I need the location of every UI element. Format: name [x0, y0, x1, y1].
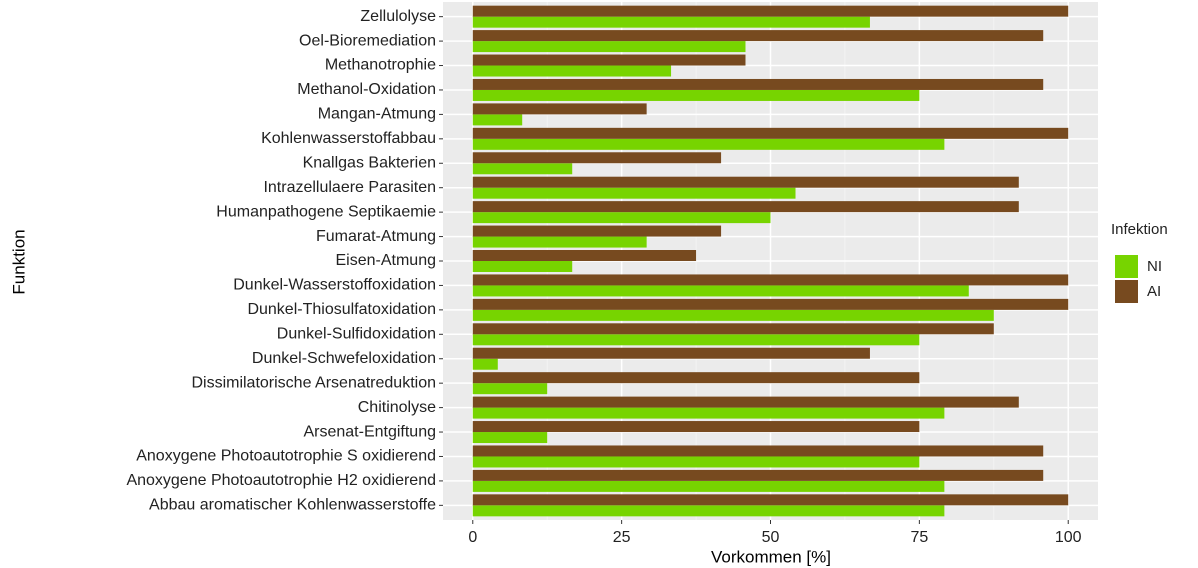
bar: [472, 187, 796, 199]
bar: [472, 103, 647, 115]
bar: [472, 114, 523, 126]
x-tick-label: 25: [613, 529, 631, 546]
y-tick-label: Intrazellulaere Parasiten: [263, 179, 436, 196]
legend-key: [1115, 280, 1138, 303]
bar: [472, 274, 1069, 286]
bar: [472, 138, 945, 150]
y-tick-label: Oel-Bioremediation: [299, 32, 436, 49]
bar: [472, 358, 498, 370]
y-tick-label: Eisen-Atmung: [336, 252, 437, 269]
bar: [472, 480, 945, 492]
bar: [472, 323, 994, 335]
bar: [472, 152, 722, 164]
bar: [472, 494, 1069, 506]
bar: [472, 54, 746, 66]
y-tick-label: Zellulolyse: [360, 8, 436, 25]
bar: [472, 163, 573, 175]
bar: [472, 236, 647, 248]
bar: [472, 347, 870, 359]
bar: [472, 201, 1019, 213]
bar: [472, 505, 945, 517]
bar: [472, 309, 994, 321]
y-tick-label: Kohlenwasserstoffabbau: [261, 130, 436, 147]
bar: [472, 78, 1044, 90]
bar: [472, 372, 920, 384]
y-tick-label: Knallgas Bakterien: [303, 154, 436, 171]
legend-label: NI: [1147, 258, 1162, 275]
x-tick-label: 0: [468, 529, 477, 546]
bar: [472, 89, 920, 101]
y-tick-label: Anoxygene Photoautotrophie H2 oxidierend: [126, 472, 436, 489]
bar: [472, 30, 1044, 42]
bar: [472, 298, 1069, 310]
bar: [472, 285, 969, 297]
bar: [472, 176, 1019, 188]
bar: [472, 127, 1069, 139]
bar: [472, 396, 1019, 408]
bar: [472, 334, 920, 346]
y-axis-title: Funktion: [9, 229, 28, 294]
bar: [472, 225, 722, 237]
bar: [472, 65, 672, 77]
bar: [472, 261, 573, 272]
bar: [472, 250, 697, 261]
bar: [472, 5, 1069, 17]
y-tick-label: Anoxygene Photoautotrophie S oxidierend: [136, 448, 436, 465]
bar: [472, 456, 920, 468]
y-tick-label: Mangan-Atmung: [318, 106, 436, 123]
bar: [472, 469, 1044, 481]
legend-label: AI: [1147, 283, 1161, 300]
bar: [472, 41, 746, 53]
x-axis-title: Vorkommen [%]: [711, 547, 831, 566]
y-tick-label: Fumarat-Atmung: [316, 228, 436, 245]
y-tick-label: Methanotrophie: [325, 57, 436, 74]
x-tick-label: 50: [762, 529, 780, 546]
bar: [472, 407, 945, 419]
y-tick-label: Methanol-Oxidation: [297, 81, 436, 98]
bar: [472, 421, 920, 433]
y-tick-label: Dunkel-Schwefeloxidation: [252, 350, 436, 367]
bar: [472, 212, 771, 224]
y-tick-label: Dunkel-Wasserstoffoxidation: [233, 277, 436, 294]
bar: [472, 432, 548, 444]
y-tick-label: Abbau aromatischer Kohlenwasserstoffe: [149, 497, 436, 514]
x-tick-label: 75: [910, 529, 928, 546]
legend-title: Infektion: [1111, 221, 1168, 238]
bar: [472, 16, 870, 28]
bar: [472, 383, 548, 395]
legend-key: [1115, 255, 1138, 278]
y-tick-label: Chitinolyse: [358, 399, 436, 416]
y-tick-label: Dunkel-Sulfidoxidation: [277, 326, 436, 343]
x-tick-label: 100: [1055, 529, 1082, 546]
y-tick-label: Arsenat-Entgiftung: [303, 423, 436, 440]
y-tick-label: Dissimilatorische Arsenatreduktion: [191, 374, 436, 391]
y-tick-label: Dunkel-Thiosulfatoxidation: [247, 301, 436, 318]
y-tick-label: Humanpathogene Septikaemie: [216, 203, 436, 220]
bar: [472, 445, 1044, 457]
